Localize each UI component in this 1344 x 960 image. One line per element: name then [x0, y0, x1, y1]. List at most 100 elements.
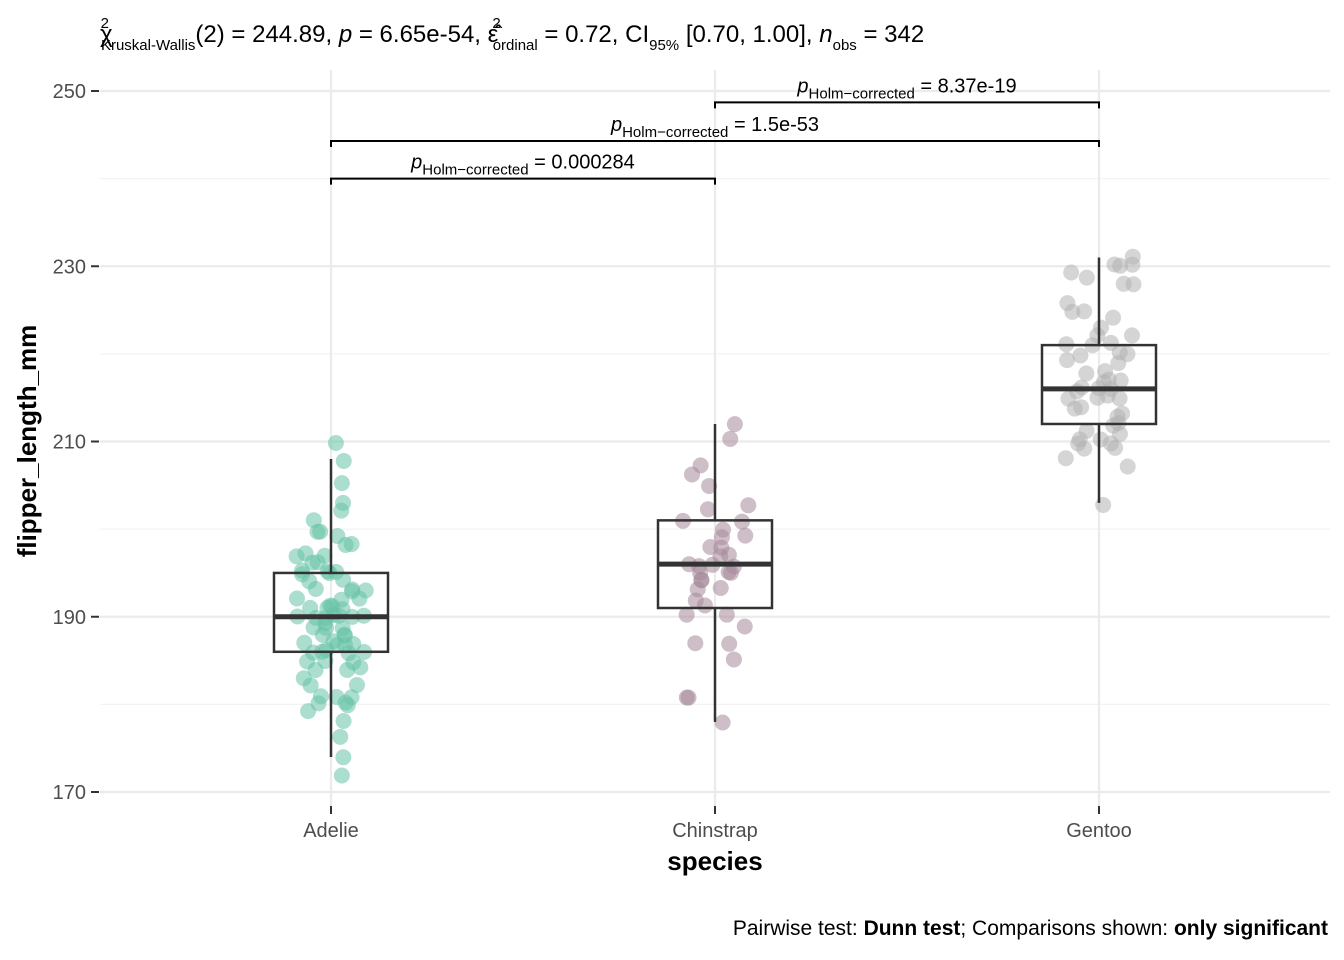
x-tick-label: Chinstrap	[672, 820, 758, 842]
data-point-adelie	[335, 712, 352, 729]
y-tick-label: 230	[53, 256, 86, 278]
data-point-gentoo	[1105, 309, 1122, 326]
bracket-p-sub: Holm−corrected	[809, 85, 915, 102]
data-point-chinstrap	[721, 635, 738, 652]
data-point-chinstrap	[692, 457, 709, 474]
data-point-adelie	[348, 677, 365, 694]
data-point-gentoo	[1102, 435, 1119, 452]
data-point-chinstrap	[693, 572, 710, 589]
data-point-chinstrap	[722, 430, 739, 447]
data-point-chinstrap	[678, 606, 695, 623]
data-point-chinstrap	[712, 579, 729, 596]
title-stat-sub: Kruskal-Wallis	[101, 37, 195, 54]
y-tick-label: 190	[53, 607, 86, 629]
boxplot-adelie	[272, 459, 390, 757]
data-point-chinstrap	[714, 714, 731, 731]
bracket-p-text: = 8.37e-19	[915, 75, 1017, 97]
bracket-p-sub: Holm−corrected	[622, 124, 728, 141]
data-point-chinstrap	[718, 606, 735, 623]
bracket-label: pHolm−corrected = 0.000284	[410, 152, 635, 179]
data-point-adelie	[357, 582, 374, 599]
x-tick-label: Adelie	[303, 820, 359, 842]
data-point-gentoo	[1125, 276, 1142, 293]
data-point-gentoo	[1078, 269, 1095, 286]
bracket-label: pHolm−corrected = 8.37e-19	[796, 75, 1016, 102]
data-point-gentoo	[1102, 334, 1119, 351]
jitter-points	[288, 248, 1142, 784]
data-point-adelie	[332, 728, 349, 745]
data-point-gentoo	[1064, 303, 1081, 320]
data-point-chinstrap	[725, 651, 742, 668]
caption: Pairwise test: Dunn test; Comparisons sh…	[733, 917, 1328, 940]
data-point-gentoo	[1093, 319, 1110, 336]
caption-shown: only significant	[1174, 917, 1328, 940]
bracket-adelie-gentoo: pHolm−corrected = 1.5e-53	[330, 114, 1100, 147]
title-p-symbol: p	[338, 21, 352, 48]
data-point-gentoo	[1119, 346, 1136, 363]
data-point-adelie	[312, 688, 329, 705]
data-point-gentoo	[1124, 248, 1141, 265]
data-point-adelie	[344, 583, 361, 600]
data-point-adelie	[327, 435, 344, 452]
data-point-gentoo	[1109, 408, 1126, 425]
title-stat-sup: 2	[101, 15, 109, 32]
data-point-adelie	[302, 599, 319, 616]
data-point-chinstrap	[687, 635, 704, 652]
data-point-adelie	[288, 590, 305, 607]
caption-test: Dunn test	[864, 917, 961, 940]
data-point-adelie	[295, 670, 312, 687]
data-point-adelie	[343, 536, 360, 553]
data-point-adelie	[316, 547, 333, 564]
bracket-p-sub: Holm−corrected	[422, 162, 528, 179]
data-point-gentoo	[1106, 256, 1123, 273]
axes: 170 190 210 230 250 Adelie Chinstrap Gentoo	[53, 81, 1132, 842]
bracket-label: pHolm−corrected = 1.5e-53	[610, 114, 819, 141]
data-point-adelie	[312, 523, 329, 540]
bracket-p-symbol: p	[796, 75, 808, 97]
data-point-chinstrap	[713, 529, 730, 546]
data-point-chinstrap	[737, 527, 754, 544]
boxplots	[272, 257, 1158, 757]
title-effect-text: = 0.72, CI	[538, 21, 649, 48]
boxplot-chinstrap	[656, 423, 774, 722]
box-iqr	[1040, 343, 1158, 426]
data-point-gentoo	[1097, 363, 1114, 380]
data-point-adelie	[335, 452, 352, 469]
y-axis-title: flipper_length_mm	[12, 325, 42, 558]
data-point-chinstrap	[726, 416, 743, 433]
data-point-gentoo	[1078, 365, 1095, 382]
x-tick-label: Gentoo	[1066, 820, 1132, 842]
title-n-sub: obs	[833, 37, 857, 54]
bracket-line	[714, 101, 1100, 109]
boxplot-gentoo	[1040, 257, 1158, 503]
caption-mid: ; Comparisons shown:	[960, 917, 1174, 940]
data-point-adelie	[343, 689, 360, 706]
title-df-text: (2) = 244.89,	[195, 21, 338, 48]
bracket-p-symbol: p	[410, 152, 422, 174]
data-point-gentoo	[1059, 352, 1076, 369]
data-point-gentoo	[1072, 347, 1089, 364]
title-stat-symbol: χ	[100, 21, 113, 48]
title-ci-sub: 95%	[649, 37, 679, 54]
data-point-chinstrap	[740, 497, 757, 514]
data-point-gentoo	[1073, 399, 1090, 416]
box-iqr	[272, 571, 390, 654]
data-point-adelie	[329, 527, 346, 544]
data-point-chinstrap	[701, 477, 718, 494]
data-point-gentoo	[1123, 327, 1140, 344]
data-point-gentoo	[1076, 303, 1093, 320]
title-n-text: = 342	[857, 21, 924, 48]
y-tick-label: 250	[53, 81, 86, 103]
data-point-adelie	[335, 749, 352, 766]
bracket-chinstrap-gentoo: pHolm−corrected = 8.37e-19	[714, 75, 1100, 109]
data-point-adelie	[333, 767, 350, 784]
bracket-line	[330, 139, 1100, 147]
data-point-adelie	[294, 566, 311, 583]
data-point-gentoo	[1063, 264, 1080, 281]
data-point-adelie	[335, 494, 352, 511]
bracket-p-symbol: p	[610, 114, 622, 136]
title-ci-text: [0.70, 1.00],	[679, 21, 819, 48]
data-point-adelie	[297, 545, 314, 562]
x-axis-title: species	[667, 846, 762, 876]
